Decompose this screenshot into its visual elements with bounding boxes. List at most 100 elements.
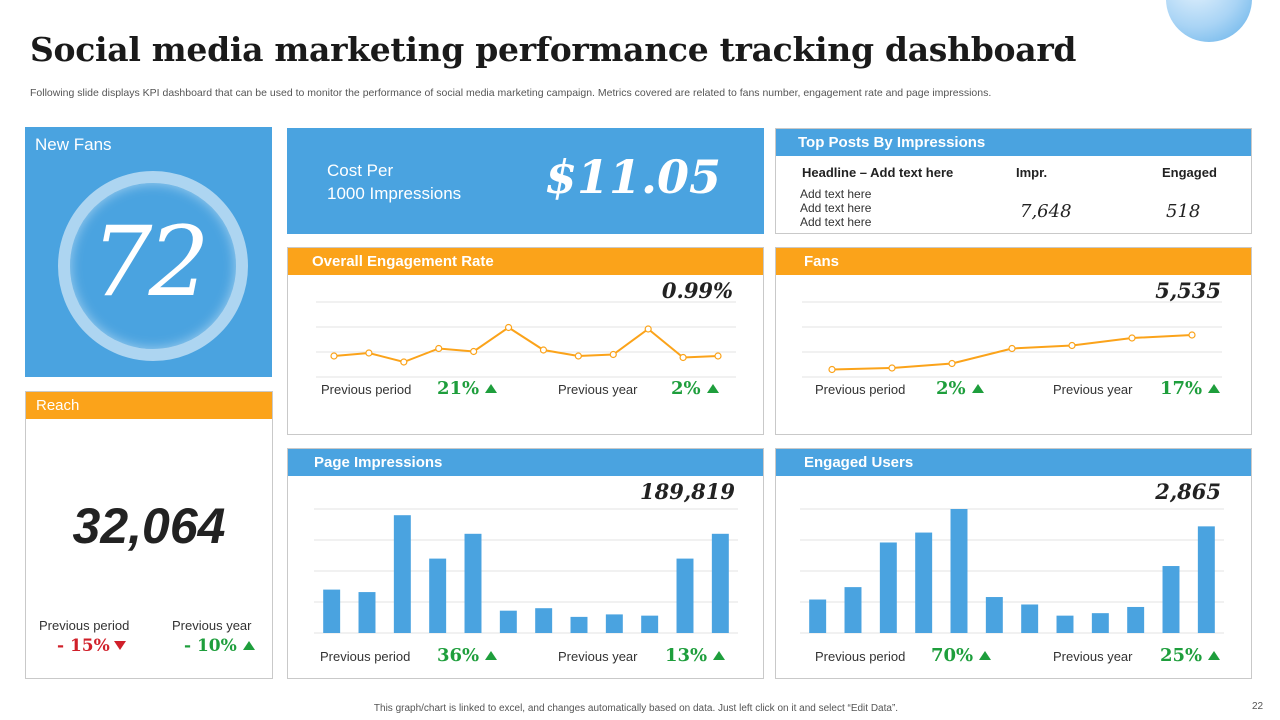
data-point [1128, 334, 1136, 342]
bar [1162, 566, 1180, 633]
reach-prev-year-change: - 10% [184, 636, 255, 656]
data-point [470, 347, 478, 356]
bar [1127, 606, 1145, 633]
bar [323, 589, 341, 633]
bar [879, 542, 897, 633]
top-posts-header: Top Posts By Impressions [776, 129, 1251, 156]
impressions-prev-year-label: Previous year [558, 649, 638, 664]
cpm-label-line2: 1000 Impressions [327, 184, 462, 203]
post-row: Add text here [800, 215, 872, 229]
post-impr-value: 7,648 [1020, 201, 1072, 222]
col-impr: Impr. [1016, 165, 1048, 180]
engaged-users-prev-year-value: 25% [1160, 645, 1203, 666]
impressions-prev-year-change: 13% [665, 645, 726, 666]
bar [1091, 613, 1109, 633]
fans-prev-year-label: Previous year [1053, 382, 1133, 397]
data-point [574, 352, 582, 360]
page-subtitle: Following slide displays KPI dashboard t… [30, 87, 992, 99]
page-title: Social media marketing performance track… [30, 30, 1077, 69]
data-point [714, 352, 722, 360]
reach-prev-period-label: Previous period [39, 618, 130, 633]
reach-prev-period-value: - 15% [57, 636, 110, 656]
arrow-up-icon [713, 651, 726, 660]
impressions-header: Page Impressions [288, 449, 763, 476]
bar [570, 616, 588, 633]
fans-header: Fans [776, 248, 1251, 275]
data-point [504, 323, 513, 332]
post-engaged-value: 518 [1166, 201, 1201, 222]
engaged-users-prev-period-label: Previous period [815, 649, 906, 664]
data-point [1068, 341, 1076, 350]
arrow-up-icon [971, 384, 984, 393]
impressions-prev-period-label: Previous period [320, 649, 411, 664]
engagement-prev-year-value: 2% [671, 378, 701, 399]
bar [641, 615, 659, 633]
bar [711, 533, 729, 633]
reach-value: 32,064 [72, 498, 226, 554]
bar [1056, 615, 1074, 633]
arrow-up-icon [485, 651, 498, 660]
data-point [400, 358, 408, 366]
data-point [1188, 331, 1196, 339]
reach-prev-period-change: - 15% [57, 636, 126, 656]
impressions-value: 189,819 [640, 479, 735, 504]
decorative-circle [1166, 0, 1252, 42]
data-point [365, 349, 373, 357]
post-row: Add text here [800, 187, 872, 201]
footnote: This graph/chart is linked to excel, and… [0, 703, 1280, 714]
data-point [330, 352, 338, 360]
engagement-card: Overall Engagement Rate 0.99% Previous p… [287, 247, 764, 435]
engaged-users-prev-period-value: 70% [931, 645, 974, 666]
bar [809, 599, 827, 633]
reach-card: Reach 32,064 Previous period Previous ye… [25, 391, 273, 679]
arrow-up-icon [1208, 651, 1221, 660]
top-posts-card: Top Posts By Impressions Headline – Add … [775, 128, 1252, 234]
bar [950, 509, 968, 633]
bar [1021, 604, 1039, 633]
fans-prev-period-change: 2% [936, 378, 984, 399]
bar [1197, 526, 1215, 633]
col-headline: Headline – Add text here [802, 165, 954, 180]
impressions-prev-period-value: 36% [437, 645, 480, 666]
fans-card: Fans 5,535 Previous period 2% Previous y… [775, 247, 1252, 435]
fans-prev-period-label: Previous period [815, 382, 906, 397]
engagement-prev-period-label: Previous period [321, 382, 412, 397]
engaged-users-prev-year-change: 25% [1160, 645, 1221, 666]
new-fans-label: New Fans [35, 135, 112, 154]
reach-prev-year-label: Previous year [172, 618, 252, 633]
engagement-prev-period-change: 21% [437, 378, 498, 399]
data-point [435, 344, 443, 353]
arrow-up-icon [706, 384, 719, 393]
data-point [539, 346, 548, 354]
engaged-users-chart [800, 508, 1224, 634]
fans-chart [802, 301, 1222, 378]
engagement-prev-year-label: Previous year [558, 382, 638, 397]
bar [605, 614, 623, 633]
fans-prev-period-value: 2% [936, 378, 966, 399]
col-engaged: Engaged [1162, 165, 1217, 180]
engaged-users-prev-period-change: 70% [931, 645, 992, 666]
impressions-prev-year-value: 13% [665, 645, 708, 666]
data-point [828, 365, 836, 374]
fans-prev-year-change: 17% [1160, 378, 1221, 399]
engagement-prev-period-value: 21% [437, 378, 480, 399]
engaged-users-header: Engaged Users [776, 449, 1251, 476]
impressions-prev-period-change: 36% [437, 645, 498, 666]
new-fans-value: 72 [91, 206, 209, 318]
data-point [644, 325, 652, 333]
reach-prev-year-value: - 10% [184, 636, 237, 656]
engagement-value: 0.99% [661, 278, 733, 303]
data-point [679, 353, 687, 362]
arrow-up-icon [485, 384, 498, 393]
bar [915, 532, 933, 633]
engaged-users-prev-year-label: Previous year [1053, 649, 1133, 664]
bar [358, 592, 376, 633]
arrow-up-icon [242, 641, 255, 650]
engagement-chart [316, 301, 736, 378]
data-point [948, 359, 956, 368]
cpm-value: $11.05 [545, 150, 722, 204]
fans-value: 5,535 [1155, 278, 1221, 303]
impressions-card: Page Impressions 189,819 Previous period… [287, 448, 764, 679]
data-point [888, 364, 896, 372]
cpm-card: Cost Per 1000 Impressions $11.05 [287, 128, 764, 234]
